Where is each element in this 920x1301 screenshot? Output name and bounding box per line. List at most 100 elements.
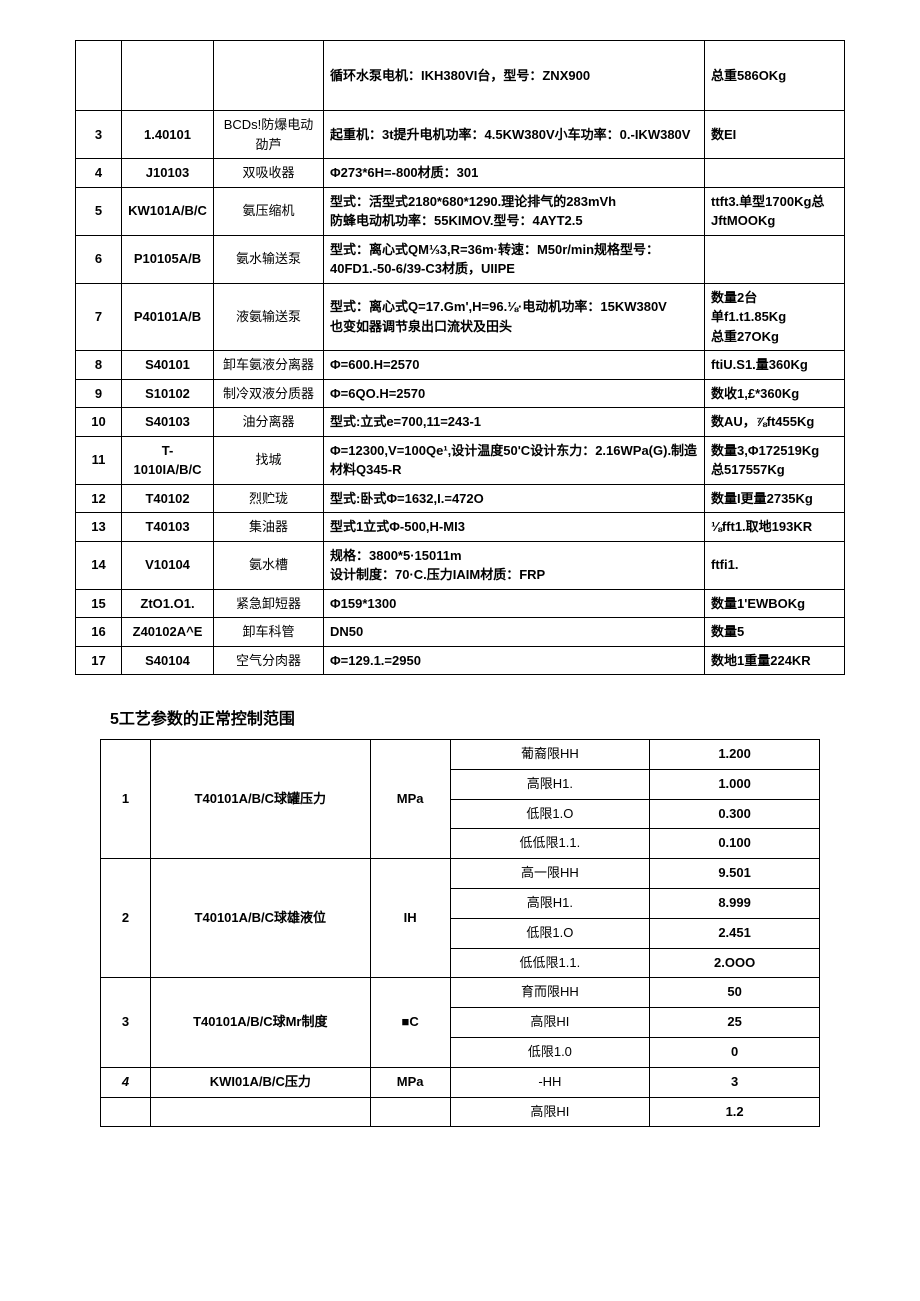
table-row: 4J10103双吸收器Φ273*6H=-800材质：301 xyxy=(76,159,845,188)
row-index: 6 xyxy=(76,235,122,283)
equipment-code: S40104 xyxy=(122,646,214,675)
equipment-remark: ttft3.单型1700Kg总JftMOOKg xyxy=(705,187,845,235)
param-name: T40101A/B/C球Mr制度 xyxy=(150,978,370,1067)
section-title: 5工艺参数的正常控制范围 xyxy=(110,705,900,729)
equipment-remark: 数量2台单f1.t1.85Kg总重27OKg xyxy=(705,283,845,351)
equipment-code: P10105A/B xyxy=(122,235,214,283)
row-index: 5 xyxy=(76,187,122,235)
limit-value: 9.501 xyxy=(650,859,820,889)
limit-value: 1.2 xyxy=(650,1097,820,1127)
equipment-spec: Φ273*6H=-800材质：301 xyxy=(324,159,705,188)
row-index: 10 xyxy=(76,408,122,437)
table-row: 5KW101A/B/C氨压缩机型式：活型式2180*680*1290.理论排气的… xyxy=(76,187,845,235)
limit-value: 50 xyxy=(650,978,820,1008)
equipment-spec: 型式：离心式Q=17.Gm',H=96.⅛·电动机功率：15KW380V也变如器… xyxy=(324,283,705,351)
equipment-name: 烈贮珑 xyxy=(214,484,324,513)
param-index xyxy=(101,1097,151,1127)
param-unit: MPa xyxy=(370,1067,450,1097)
equipment-remark: 总重586OKg xyxy=(705,41,845,111)
limit-label: 高一限HH xyxy=(450,859,650,889)
parameters-table: 1T40101A/B/C球罐压力MPa葡裔限HH1.200高限H1.1.000低… xyxy=(100,739,820,1127)
table-row: 31.40101BCDs!防爆电动劭芦起重机：3t提升电机功率：4.5KW380… xyxy=(76,111,845,159)
equipment-spec: 循环水泵电机：IKH380VI台，型号：ZNX900 xyxy=(324,41,705,111)
row-index: 4 xyxy=(76,159,122,188)
equipment-remark xyxy=(705,159,845,188)
equipment-name: 油分离器 xyxy=(214,408,324,437)
equipment-code xyxy=(122,41,214,111)
limit-value: 25 xyxy=(650,1008,820,1038)
equipment-remark: 数AU，⅞ft455Kg xyxy=(705,408,845,437)
equipment-name: 空气分肉器 xyxy=(214,646,324,675)
limit-label: 高限H1. xyxy=(450,888,650,918)
equipment-name: 液氨输送泵 xyxy=(214,283,324,351)
table-row: 循环水泵电机：IKH380VI台，型号：ZNX900总重586OKg xyxy=(76,41,845,111)
param-name: T40101A/B/C球罐压力 xyxy=(150,740,370,859)
equipment-code: S10102 xyxy=(122,379,214,408)
equipment-remark: 数量1'EWBOKg xyxy=(705,589,845,618)
limit-label: 育而限HH xyxy=(450,978,650,1008)
limit-value: 0.100 xyxy=(650,829,820,859)
table-row: 10S40103油分离器型式:立式e=700,11=243-1数AU，⅞ft45… xyxy=(76,408,845,437)
equipment-code: ZtO1.O1. xyxy=(122,589,214,618)
equipment-spec: Φ=12300,V=100Qe¹,设计温度50'C设计东力：2.16WPa(G)… xyxy=(324,436,705,484)
limit-value: 2.451 xyxy=(650,918,820,948)
equipment-name: 氨水槽 xyxy=(214,541,324,589)
limit-value: 2.OOO xyxy=(650,948,820,978)
limit-label: 高限H1. xyxy=(450,769,650,799)
equipment-name: 卸车科管 xyxy=(214,618,324,647)
param-unit: MPa xyxy=(370,740,450,859)
table-row: 17S40104空气分肉器Φ=129.1.=2950数地1重量224KR xyxy=(76,646,845,675)
equipment-table: 循环水泵电机：IKH380VI台，型号：ZNX900总重586OKg31.401… xyxy=(75,40,845,675)
limit-label: 低限1.O xyxy=(450,918,650,948)
equipment-name: 双吸收器 xyxy=(214,159,324,188)
equipment-code: KW101A/B/C xyxy=(122,187,214,235)
equipment-spec: 型式1立式Φ-500,H-MI3 xyxy=(324,513,705,542)
row-index: 7 xyxy=(76,283,122,351)
row-index: 14 xyxy=(76,541,122,589)
limit-label: 葡裔限HH xyxy=(450,740,650,770)
table-row: 9S10102制冷双液分质器Φ=6QO.H=2570数收1,£*360Kg xyxy=(76,379,845,408)
limit-value: 8.999 xyxy=(650,888,820,918)
equipment-spec: 型式:卧式Φ=1632,I.=472O xyxy=(324,484,705,513)
limit-value: 0.300 xyxy=(650,799,820,829)
equipment-spec: 规格：3800*5·15011m设计制度：70·C.压力IAIM材质：FRP xyxy=(324,541,705,589)
limit-value: 0 xyxy=(650,1037,820,1067)
equipment-code: Z40102A^E xyxy=(122,618,214,647)
equipment-spec: Φ159*1300 xyxy=(324,589,705,618)
table-row: 15ZtO1.O1.紧急卸短器Φ159*1300数量1'EWBOKg xyxy=(76,589,845,618)
equipment-code: T40103 xyxy=(122,513,214,542)
equipment-spec: 型式：活型式2180*680*1290.理论排气的283mVh防蜂电动机功率：5… xyxy=(324,187,705,235)
limit-label: -HH xyxy=(450,1067,650,1097)
table-row: 12T40102烈贮珑型式:卧式Φ=1632,I.=472O数量I更量2735K… xyxy=(76,484,845,513)
equipment-spec: 型式:立式e=700,11=243-1 xyxy=(324,408,705,437)
equipment-remark: ftfi1. xyxy=(705,541,845,589)
equipment-remark: 数量I更量2735Kg xyxy=(705,484,845,513)
equipment-name: 制冷双液分质器 xyxy=(214,379,324,408)
equipment-remark: 数量3,Φ172519Kg总517557Kg xyxy=(705,436,845,484)
row-index: 13 xyxy=(76,513,122,542)
row-index: 11 xyxy=(76,436,122,484)
table-row: 6P10105A/B氨水输送泵型式：离心式QM⅓3,R=36m·转速：M50r/… xyxy=(76,235,845,283)
table-row: 14V10104氨水槽规格：3800*5·15011m设计制度：70·C.压力I… xyxy=(76,541,845,589)
equipment-name: 氨水输送泵 xyxy=(214,235,324,283)
equipment-remark xyxy=(705,235,845,283)
equipment-name: 卸车氨液分离器 xyxy=(214,351,324,380)
row-index xyxy=(76,41,122,111)
param-name: KWI01A/B/C压力 xyxy=(150,1067,370,1097)
param-row: 3T40101A/B/C球Mr制度■C育而限HH50 xyxy=(101,978,820,1008)
row-index: 16 xyxy=(76,618,122,647)
equipment-spec: 型式：离心式QM⅓3,R=36m·转速：M50r/min规格型号：40FD1.-… xyxy=(324,235,705,283)
limit-label: 高限HI xyxy=(450,1097,650,1127)
param-row: 2T40101A/B/C球雄液位IH高一限HH9.501 xyxy=(101,859,820,889)
param-index: 2 xyxy=(101,859,151,978)
row-index: 3 xyxy=(76,111,122,159)
equipment-remark: ⅛fft1.取地193KR xyxy=(705,513,845,542)
equipment-name: 紧急卸短器 xyxy=(214,589,324,618)
equipment-name xyxy=(214,41,324,111)
table-row: 8S40101卸车氨液分离器Φ=600.H=2570ftiU.S1.量360Kg xyxy=(76,351,845,380)
equipment-code: J10103 xyxy=(122,159,214,188)
row-index: 9 xyxy=(76,379,122,408)
row-index: 17 xyxy=(76,646,122,675)
equipment-code: 1.40101 xyxy=(122,111,214,159)
equipment-name: 集油器 xyxy=(214,513,324,542)
